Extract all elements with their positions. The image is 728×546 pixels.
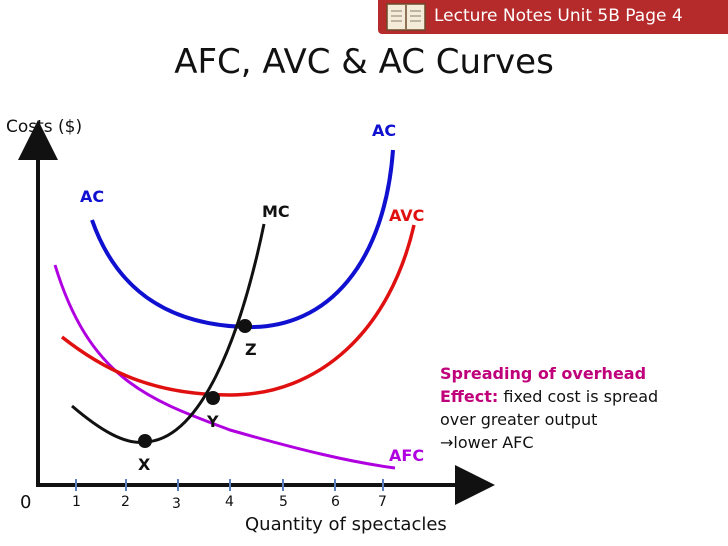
- book-icon: [386, 3, 426, 31]
- note-line-1: Effect: fixed cost is spread: [440, 387, 659, 406]
- point-x: [138, 434, 152, 448]
- x-tick-label-7: 7: [378, 494, 387, 510]
- point-y: [206, 391, 220, 405]
- note-line-3: →lower AFC: [440, 433, 534, 452]
- mc-curve: [71, 223, 266, 444]
- overhead-note: Spreading of overhead Effect: fixed cost…: [440, 362, 725, 454]
- x-tick-label-6: 6: [331, 494, 340, 510]
- x-axis-label: Quantity of spectacles: [245, 514, 447, 535]
- avc-label: AVC: [389, 206, 424, 225]
- point-x-label: X: [138, 455, 151, 474]
- ac-left-label: AC: [80, 187, 104, 206]
- point-z: [238, 319, 252, 333]
- note-line-2: over greater output: [440, 410, 598, 429]
- point-y-label: Y: [206, 412, 219, 431]
- ac-curve: [90, 149, 395, 330]
- lecture-banner: Lecture Notes Unit 5B Page 4: [378, 0, 728, 34]
- x-tick-label-2: 2: [121, 494, 130, 510]
- mc-label: MC: [262, 202, 290, 221]
- avc-curve: [60, 224, 416, 397]
- x-tick-label-4: 4: [225, 494, 234, 510]
- x-tick-label-5: 5: [279, 494, 288, 510]
- page-title: AFC, AVC & AC Curves: [174, 42, 554, 82]
- afc-curve: [53, 264, 396, 470]
- note-effect-label: Effect:: [440, 387, 499, 406]
- note-heading: Spreading of overhead: [440, 364, 647, 383]
- banner-text: Lecture Notes Unit 5B Page 4: [434, 6, 683, 26]
- arrow-right-icon: →: [440, 433, 454, 452]
- afc-label: AFC: [389, 446, 424, 465]
- x-tick-label-1: 1: [72, 494, 81, 510]
- origin-label: 0: [20, 492, 31, 513]
- ac-top-label: AC: [372, 121, 396, 140]
- y-axis-label: Costs ($): [6, 117, 82, 137]
- x-tick-label-3: 3: [172, 496, 181, 512]
- x-tick-marks: [75, 479, 384, 491]
- point-z-label: Z: [245, 340, 257, 359]
